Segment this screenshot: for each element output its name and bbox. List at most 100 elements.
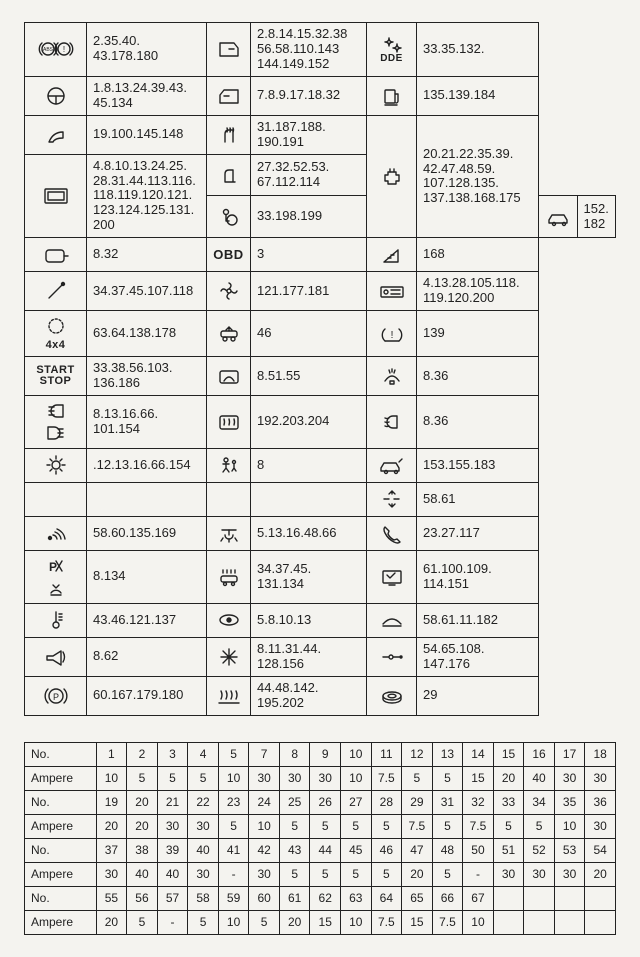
fuse-cell: 61 [279,886,310,910]
4x4-icon: 4x4 [25,311,87,357]
tpms-icon: ! [367,311,417,357]
index-pages: 46 [251,311,367,357]
fuse-cell: 17 [554,742,585,766]
fuse-row: Ampere2020303051055557.557.5551030 [25,814,616,838]
radio-icon [367,272,417,311]
fuse-row: Ampere30404030-305555205-30303020 [25,862,616,886]
index-pages: 121.177.181 [251,272,367,311]
index-pages: 34.37.45.107.118 [87,272,207,311]
fuse-cell: 42 [249,838,280,862]
fuse-cell: - [157,910,188,934]
park-icon: P [25,550,87,603]
fuse-row: No.55565758596061626364656667 [25,886,616,910]
fuse-cell: 5 [371,814,402,838]
fuse-cell: 45 [341,838,372,862]
index-pages: 33.38.56.103. 136.186 [87,357,207,396]
fuse-cell: 5 [127,910,158,934]
index-row: 1.8.13.24.39.43. 45.1347.8.9.17.18.32135… [25,76,616,115]
fuse-cell: 30 [493,862,524,886]
fuse-cell: 7.5 [463,814,494,838]
therm-icon [25,603,87,637]
fuse-cell: 8 [279,742,310,766]
index-row: 4x463.64.138.178 46!139 [25,311,616,357]
fuse-no-label: No. [25,838,97,862]
fuse-amp-label: Ampere [25,766,97,790]
fuse-cell: 18 [585,742,616,766]
tailgate-icon [367,448,417,482]
fuse-cell: 5 [402,766,433,790]
fuse-cell: 20 [585,862,616,886]
fuse-cell: 15 [310,910,341,934]
fuse-cell: 20 [127,814,158,838]
fuse-cell: 30 [188,862,219,886]
index-pages: 7.8.9.17.18.32 [251,76,367,115]
fuse-cell: 5 [188,910,219,934]
fuse-cell: 10 [554,814,585,838]
fuse-cell: 10 [341,742,372,766]
index-pages [87,482,207,516]
index-pages: 2.35.40. 43.178.180 [87,23,207,77]
index-pages: 43.46.121.137 [87,603,207,637]
fuse-cell: 40 [188,838,219,862]
fuse-cell: 5 [432,766,463,790]
index-pages: 139 [417,311,539,357]
fuse-cell: 27 [341,790,372,814]
fuse-cell: 51 [493,838,524,862]
fuse-cell: 5 [341,814,372,838]
index-row: ABS!2.35.40. 43.178.1802.8.14.15.32.38 5… [25,23,616,77]
fuse-cell: 15 [463,766,494,790]
fuse-cell: 30 [249,766,280,790]
index-pages: 8.32 [87,238,207,272]
engine-icon [367,115,417,238]
fuse-cell: 30 [249,862,280,886]
fuse-cell: 38 [127,838,158,862]
fuse-cell: 20 [127,790,158,814]
disc-icon [367,676,417,715]
fuse-cell: 10 [96,766,127,790]
fuse-cell: 36 [585,790,616,814]
sunroof-icon [367,603,417,637]
defrost-icon [207,395,251,448]
fuse-cell [585,910,616,934]
fuse-cell: 15 [402,910,433,934]
fuse-cell: 30 [585,766,616,790]
fuse-cell: 5 [127,766,158,790]
fan-icon [207,272,251,311]
fuse-cell: 54 [585,838,616,862]
fuse-amp-label: Ampere [25,862,97,886]
index-pages: 152.182 [577,196,616,238]
index-pages: 27.32.52.53. 67.112.114 [251,154,367,196]
index-row: 8.13.16.66. 101.154192.203.2048.36 [25,395,616,448]
fuse-cell: 12 [402,742,433,766]
fuse-cell: 37 [96,838,127,862]
fuse-cell: 11 [371,742,402,766]
fuse-cell: 2 [127,742,158,766]
fuse-cell: 30 [554,862,585,886]
fuse-cell: 30 [310,766,341,790]
fuse-cell: 10 [341,910,372,934]
index-pages: 19.100.145.148 [87,115,207,154]
fuse-amp-label: Ampere [25,814,97,838]
index-pages: 8.11.31.44. 128.156 [251,637,367,676]
fuse-cell: 66 [432,886,463,910]
fuse-cell: 7.5 [371,766,402,790]
child-icon [207,448,251,482]
fuse-cell: 34 [524,790,555,814]
fuse-cell: 20 [96,910,127,934]
blank-icon [25,482,87,516]
fuse-cell: 44 [310,838,341,862]
index-pages: 20.21.22.35.39. 42.47.48.59. 107.128.135… [417,115,539,238]
fuse-cell: - [463,862,494,886]
fuse-amp-label: Ampere [25,910,97,934]
fuse-cell: 40 [127,862,158,886]
fuse-cell: 43 [279,838,310,862]
fuse-cell: 62 [310,886,341,910]
fuse-cell [585,886,616,910]
index-pages: 63.64.138.178 [87,311,207,357]
index-pages: 8.62 [87,637,207,676]
fuse-cell: 67 [463,886,494,910]
index-row: .12.13.16.66.1548153.155.183 [25,448,616,482]
index-pages: 3 [251,238,367,272]
fuse-cell: 35 [554,790,585,814]
screen-icon [367,550,417,603]
